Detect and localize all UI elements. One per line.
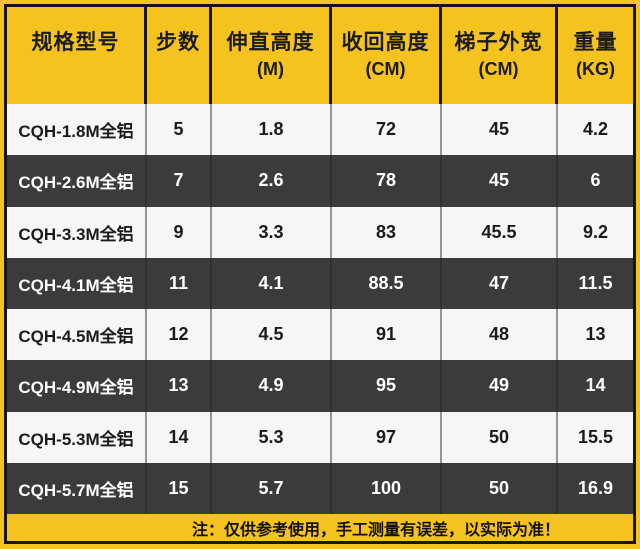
header-cell: 伸直高度 (M) [212, 7, 332, 104]
cell-extended-height: 4.1 [212, 257, 332, 309]
header-unit: (CM) [365, 59, 406, 79]
header-unit: (CM) [478, 59, 519, 79]
cell-steps: 5 [147, 104, 212, 156]
cell-model: CQH-1.8M全铝 [7, 104, 147, 156]
cell-retracted-height: 83 [332, 206, 442, 258]
cell-extended-height: 2.6 [212, 155, 332, 207]
table-row: CQH-1.8M全铝 5 1.8 72 45 4.2 [7, 104, 633, 156]
table-header-row: 规格型号 步数 伸直高度 (M) 收回高度 (CM) 梯子外宽 (CM) 重量 … [7, 7, 633, 104]
footer-note-bar: 注：仅供参考使用，手工测量有误差，以实际为准！ [7, 514, 633, 541]
table-row: CQH-5.7M全铝 15 5.7 100 50 16.9 [7, 462, 633, 514]
cell-outer-width: 45.5 [442, 206, 558, 258]
cell-model: CQH-2.6M全铝 [7, 155, 147, 207]
cell-model: CQH-4.1M全铝 [7, 257, 147, 309]
header-label: 伸直高度 [226, 31, 315, 54]
cell-extended-height: 4.9 [212, 360, 332, 412]
cell-steps: 15 [147, 462, 212, 514]
cell-steps: 9 [147, 206, 212, 258]
table-row: CQH-4.1M全铝 11 4.1 88.5 47 11.5 [7, 257, 633, 309]
table-row: CQH-5.3M全铝 14 5.3 97 50 15.5 [7, 411, 633, 463]
cell-weight: 15.5 [577, 426, 614, 447]
header-unit: (KG) [576, 59, 615, 79]
cell-outer-width: 50 [442, 411, 558, 463]
cell-model: CQH-4.5M全铝 [7, 309, 147, 361]
header-cell: 步数 [147, 7, 212, 104]
header-cell: 梯子外宽 (CM) [442, 7, 558, 104]
header-label: 重量 [573, 31, 618, 54]
table-frame: 规格型号 步数 伸直高度 (M) 收回高度 (CM) 梯子外宽 (CM) 重量 … [4, 4, 636, 544]
table-row: CQH-3.3M全铝 9 3.3 83 45.5 9.2 [7, 206, 633, 258]
cell-extended-height: 1.8 [212, 104, 332, 156]
cell-steps: 14 [147, 411, 212, 463]
header-label: 规格型号 [31, 31, 120, 54]
cell-outer-width: 49 [442, 360, 558, 412]
header-cell: 重量 (KG) [558, 7, 633, 104]
cell-model: CQH-5.3M全铝 [7, 411, 147, 463]
cell-outer-width: 45 [442, 104, 558, 156]
cell-steps: 12 [147, 309, 212, 361]
cell-model: CQH-4.9M全铝 [7, 360, 147, 412]
cell-retracted-height: 97 [332, 411, 442, 463]
footer-note-text: 注：仅供参考使用，手工测量有误差，以实际为准！ [191, 521, 560, 539]
cell-weight: 14 [585, 375, 606, 396]
cell-model: CQH-3.3M全铝 [7, 206, 147, 258]
cell-weight: 16.9 [577, 477, 614, 498]
cell-weight: 9.2 [582, 221, 609, 242]
cell-extended-height: 5.3 [212, 411, 332, 463]
table-row: CQH-2.6M全铝 7 2.6 78 45 6 [7, 155, 633, 207]
cell-retracted-height: 91 [332, 309, 442, 361]
cell-outer-width: 47 [442, 257, 558, 309]
cell-weight: 13 [585, 324, 606, 345]
cell-model: CQH-5.7M全铝 [7, 462, 147, 514]
cell-steps: 11 [147, 257, 212, 309]
cell-steps: 7 [147, 155, 212, 207]
cell-extended-height: 5.7 [212, 462, 332, 514]
cell-extended-height: 3.3 [212, 206, 332, 258]
header-cell: 规格型号 [7, 7, 147, 104]
header-unit: (M) [257, 59, 284, 79]
cell-outer-width: 50 [442, 462, 558, 514]
header-label: 梯子外宽 [454, 31, 543, 54]
header-label: 步数 [156, 31, 200, 54]
cell-outer-width: 45 [442, 155, 558, 207]
cell-retracted-height: 72 [332, 104, 442, 156]
cell-retracted-height: 100 [332, 462, 442, 514]
header-cell: 收回高度 (CM) [332, 7, 442, 104]
cell-weight: 6 [590, 170, 601, 191]
cell-retracted-height: 78 [332, 155, 442, 207]
cell-weight: 4.2 [582, 119, 609, 140]
table-row: CQH-4.5M全铝 12 4.5 91 48 13 [7, 309, 633, 361]
table-row: CQH-4.9M全铝 13 4.9 95 49 14 [7, 360, 633, 412]
cell-extended-height: 4.5 [212, 309, 332, 361]
cell-retracted-height: 88.5 [332, 257, 442, 309]
cell-retracted-height: 95 [332, 360, 442, 412]
header-label: 收回高度 [341, 31, 430, 54]
cell-steps: 13 [147, 360, 212, 412]
cell-outer-width: 48 [442, 309, 558, 361]
cell-weight: 11.5 [578, 272, 613, 293]
table-body: CQH-1.8M全铝 5 1.8 72 45 4.2 CQH-2.6M全铝 7 … [7, 104, 633, 514]
